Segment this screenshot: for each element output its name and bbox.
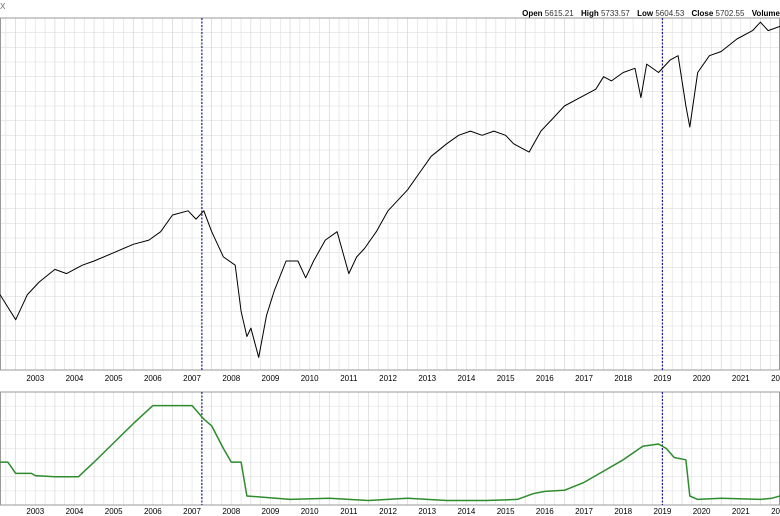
x-tick-label: 2014 <box>458 374 476 383</box>
x-tick-label: 2012 <box>379 507 397 516</box>
x-tick-label: 2012 <box>379 374 397 383</box>
indicator-series-line <box>0 404 780 502</box>
x-tick-label: 2006 <box>144 374 162 383</box>
x-tick-label: 2004 <box>66 507 84 516</box>
x-tick-label: 2014 <box>458 507 476 516</box>
low-label: Low <box>637 9 654 18</box>
x-tick-label: 2006 <box>144 507 162 516</box>
indicator-panel: 2003 2004 2005 2006 2007 2008 2009 2010 2011 2012… <box>0 391 780 516</box>
x-tick-label: 2021 <box>732 374 750 383</box>
x-tick-label: 2007 <box>183 374 201 383</box>
x-tick-label: 2018 <box>614 374 632 383</box>
x-tick-label: 2019 <box>654 507 672 516</box>
x-tick-label: 2020 <box>693 374 711 383</box>
x-tick-label: 2009 <box>262 374 280 383</box>
x-tick-label: 2018 <box>614 507 632 516</box>
x-tick-label: 2021 <box>732 507 750 516</box>
x-tick-label: 2005 <box>105 374 123 383</box>
open-value: 5615.21 <box>544 9 574 18</box>
x-tick-label: 2019 <box>654 374 672 383</box>
price-series-line <box>0 21 780 358</box>
close-value: 5702.55 <box>715 9 745 18</box>
x-tick-label: 2004 <box>66 374 84 383</box>
x-tick-label: 2011 <box>340 507 358 516</box>
x-tick-label: 2013 <box>418 374 436 383</box>
x-tick-label: 2005 <box>105 507 123 516</box>
x-tick-label: 2022 <box>771 507 780 516</box>
x-tick-label: 2007 <box>183 507 201 516</box>
low-value: 5604.53 <box>655 9 685 18</box>
high-label: High <box>580 9 599 18</box>
x-tick-label: 2011 <box>340 374 358 383</box>
volume-label: Volume <box>751 9 780 18</box>
close-label: Close <box>691 9 714 18</box>
x-tick-label: 2016 <box>536 374 554 383</box>
x-tick-label: 2022 <box>771 374 780 383</box>
x-tick-label: 2003 <box>26 507 44 516</box>
x-tick-label: 2017 <box>575 374 593 383</box>
price-panel: 2003 2004 2005 2006 2007 2008 2009 2010 2011 2012… <box>0 17 780 383</box>
x-tick-label: 2015 <box>497 507 515 516</box>
high-value: 5733.57 <box>600 9 630 18</box>
x-tick-label: 2003 <box>26 374 44 383</box>
x-tick-label: 2009 <box>262 507 280 516</box>
x-tick-label: 2020 <box>693 507 711 516</box>
x-tick-label: 2010 <box>301 374 319 383</box>
x-tick-label: 2010 <box>301 507 319 516</box>
x-tick-label: 2008 <box>222 374 240 383</box>
x-tick-label: 2016 <box>536 507 554 516</box>
symbol-label: X <box>0 2 6 11</box>
x-tick-label: 2017 <box>575 507 593 516</box>
x-tick-label: 2008 <box>222 507 240 516</box>
x-tick-label: 2015 <box>497 374 515 383</box>
open-label: Open <box>522 9 543 18</box>
x-tick-label: 2013 <box>418 507 436 516</box>
ohlc-readout: Open 5615.21 High 5733.57 Low 5604.53 Cl… <box>522 9 780 18</box>
